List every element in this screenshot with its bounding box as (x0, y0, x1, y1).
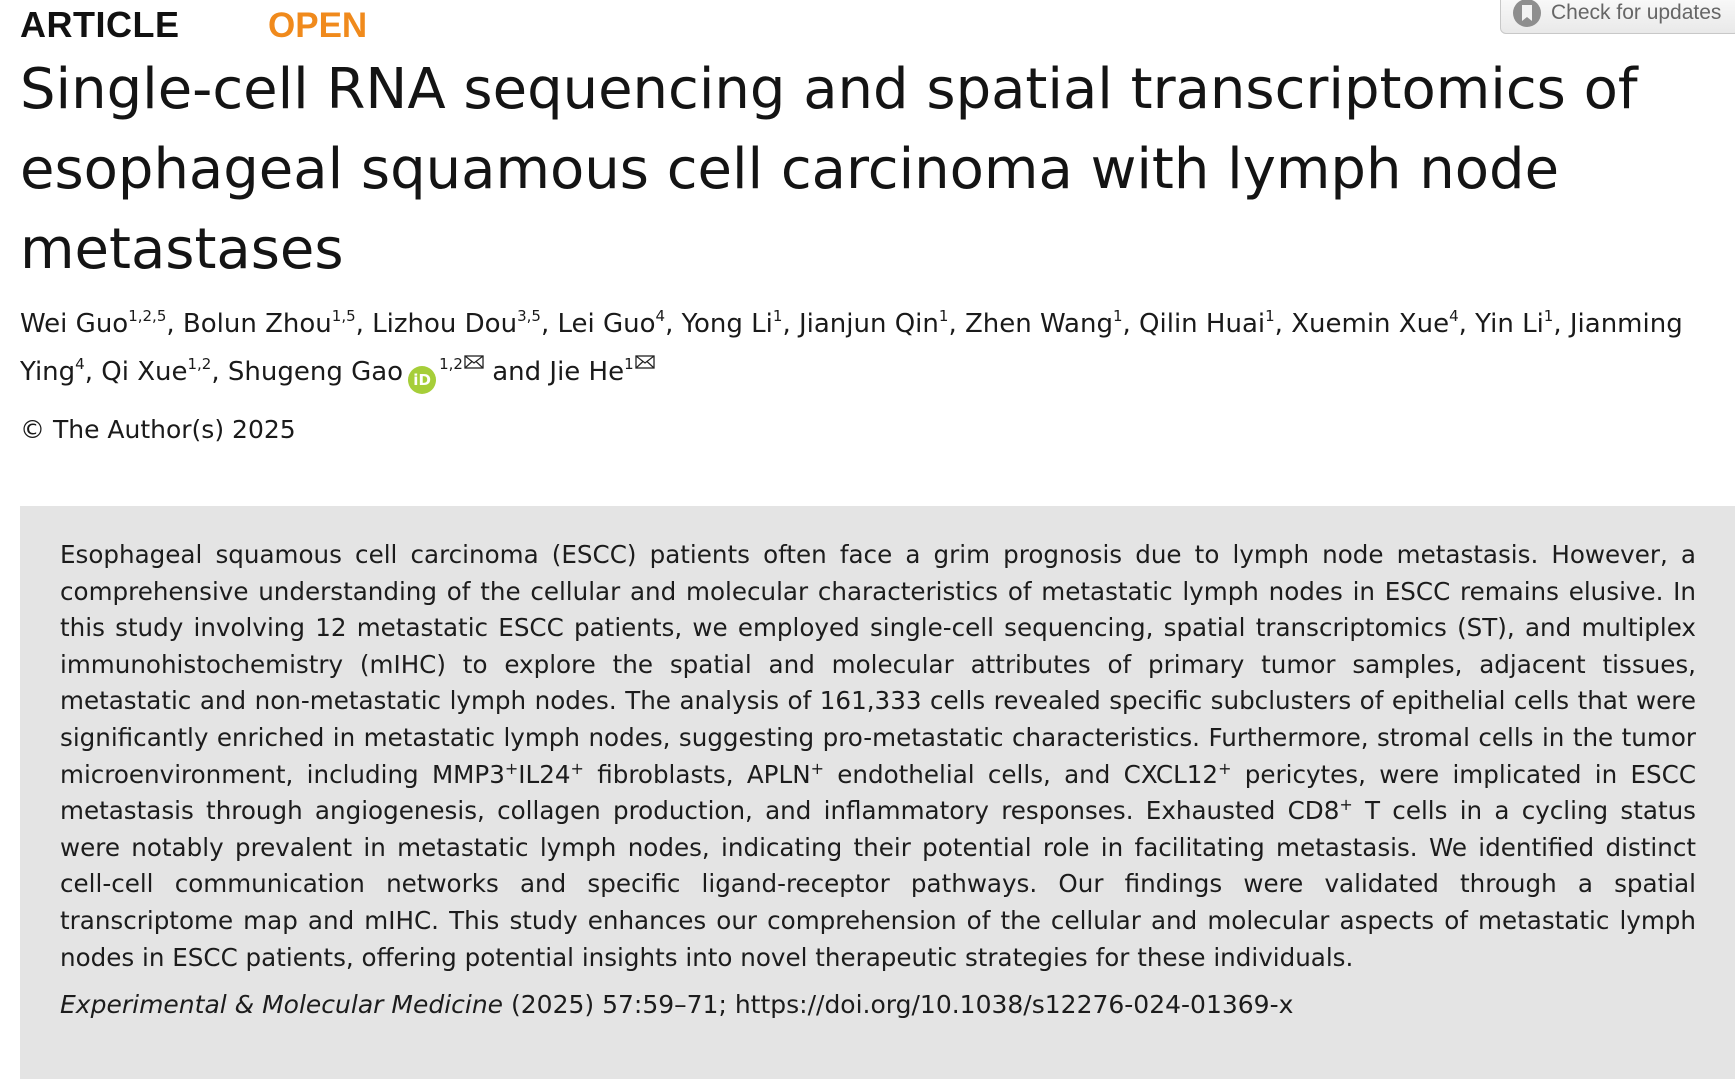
author-separator: , (782, 309, 799, 339)
author-affiliation: 1 (938, 307, 949, 325)
author-name[interactable]: Lizhou Dou (372, 309, 518, 339)
author-name[interactable]: Bolun Zhou (182, 309, 332, 339)
author-affiliation: 4 (655, 307, 666, 325)
author-affiliation: 1,5 (331, 307, 356, 325)
journal-name: Experimental & Molecular Medicine (60, 990, 504, 1019)
author-affiliation: 4 (75, 355, 85, 373)
author-separator: , (1274, 309, 1292, 339)
article-title: Single-cell RNA sequencing and spatial t… (20, 57, 1638, 282)
author-name[interactable]: Yin Li (1475, 309, 1544, 339)
author-separator: , (665, 309, 682, 339)
author-name[interactable]: Jianjun Qin (798, 309, 939, 339)
author-separator: , (84, 357, 102, 387)
check-for-updates-button[interactable]: Check for updates (1500, 0, 1735, 34)
author-affiliation: 1,2,5 (128, 307, 167, 325)
abstract-text: Esophageal squamous cell carcinoma (ESCC… (60, 540, 1696, 972)
check-for-updates-label: Check for updates (1551, 1, 1722, 24)
author-separator: , (166, 309, 183, 339)
author-separator: , (948, 309, 965, 339)
orcid-icon[interactable]: iD (408, 366, 437, 394)
author-name[interactable]: Zhen Wang (964, 309, 1113, 339)
author-name[interactable]: Wei Guo (20, 309, 129, 339)
author-name[interactable]: Lei Guo (557, 309, 656, 339)
author-separator: and (483, 357, 550, 387)
open-access-badge: OPEN (268, 6, 368, 45)
author-affiliation: 3,5 (517, 307, 541, 325)
citation-details: (2025) 57:59–71; (503, 990, 735, 1019)
author-affiliation: 1 (624, 355, 634, 373)
author-affiliation: 1,2 (439, 355, 463, 373)
author-separator: , (1458, 309, 1476, 339)
author-affiliation: 1 (1265, 307, 1275, 325)
author-name[interactable]: Shugeng Gao (227, 357, 404, 387)
abstract-box: Esophageal squamous cell carcinoma (ESCC… (20, 506, 1735, 1079)
author-separator: , (211, 357, 228, 387)
author-affiliation: 1,2 (187, 355, 212, 373)
author-affiliation: 1 (1543, 307, 1554, 325)
author-affiliation: 4 (1449, 307, 1459, 325)
bookmark-icon (1513, 0, 1541, 27)
email-icon[interactable] (464, 343, 484, 369)
author-name[interactable]: Yong Li (681, 309, 773, 339)
author-separator: , (1122, 309, 1140, 339)
copyright-notice: © The Author(s) 2025 (20, 415, 296, 444)
doi-link[interactable]: https://doi.org/10.1038/s12276-024-01369… (734, 990, 1294, 1019)
article-type-label: ARTICLE (20, 4, 180, 45)
author-affiliation: 1 (772, 307, 783, 325)
author-affiliation: 1 (1112, 307, 1123, 325)
author-name[interactable]: Xuemin Xue (1291, 309, 1450, 339)
author-separator: , (355, 309, 373, 339)
author-list: Wei Guo1,2,5, Bolun Zhou1,5, Lizhou Dou3… (20, 306, 1700, 394)
citation: Experimental & Molecular Medicine (2025)… (60, 990, 1293, 1019)
author-name[interactable]: Jie He (549, 357, 625, 387)
author-separator: , (1553, 309, 1570, 339)
author-separator: , (540, 309, 558, 339)
author-name[interactable]: Qi Xue (101, 357, 188, 387)
author-name[interactable]: Jianming Ying (20, 309, 1683, 387)
author-name[interactable]: Qilin Huai (1139, 309, 1266, 339)
email-icon[interactable] (635, 343, 655, 369)
